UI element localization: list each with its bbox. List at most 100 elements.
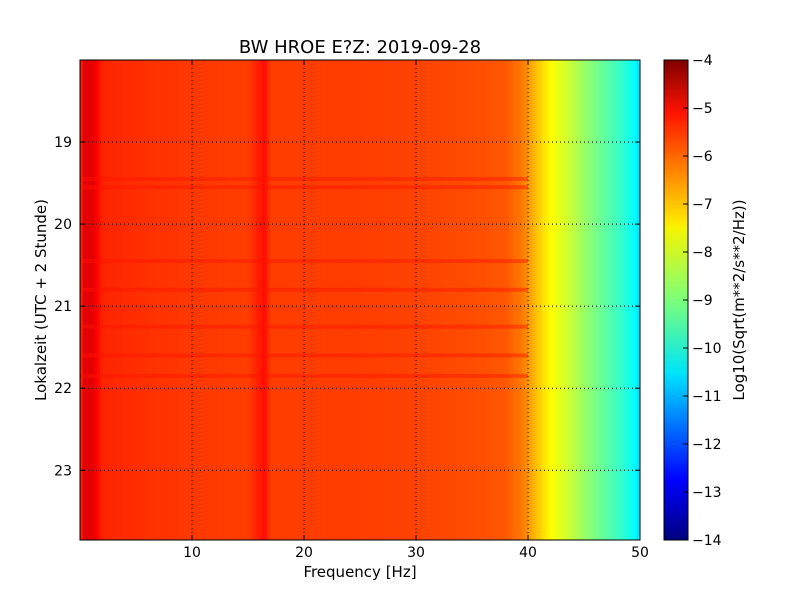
heatmap-column bbox=[357, 60, 361, 540]
colorbar-tick-label: −9 bbox=[692, 293, 713, 309]
heatmap-column bbox=[127, 60, 131, 540]
heatmap-column bbox=[236, 60, 241, 540]
heatmap-column bbox=[295, 60, 299, 540]
colorbar-tick-label: −5 bbox=[692, 101, 713, 117]
heatmap-column bbox=[320, 60, 325, 540]
heatmap-column bbox=[606, 60, 610, 540]
heatmap-column bbox=[150, 60, 154, 540]
heatmap-column bbox=[166, 60, 171, 540]
colorbar-ticks: −4 −5 −6 −7 −8 −9 −10 −11 −12 −13 −14 bbox=[683, 53, 722, 549]
heatmap-column bbox=[609, 60, 613, 540]
heatmap-column bbox=[264, 60, 269, 540]
heatmap-column bbox=[180, 60, 185, 540]
heatmap-column bbox=[80, 60, 84, 540]
heatmap-column bbox=[169, 60, 173, 540]
heatmap-column bbox=[113, 60, 117, 540]
heatmap-column bbox=[614, 60, 619, 540]
heatmap-column bbox=[407, 60, 411, 540]
heatmap-column bbox=[253, 60, 257, 540]
y-tick-label: 23 bbox=[54, 463, 72, 479]
heatmap-column bbox=[239, 60, 243, 540]
heatmap-noise-rows bbox=[80, 176, 528, 378]
heatmap-column bbox=[612, 60, 616, 540]
heatmap-column bbox=[413, 60, 417, 540]
heatmap-column bbox=[628, 60, 633, 540]
heatmap-column bbox=[175, 60, 179, 540]
heatmap-column bbox=[136, 60, 140, 540]
heatmap-column bbox=[463, 60, 467, 540]
heatmap-column bbox=[141, 60, 145, 540]
heatmap-noise-row bbox=[80, 353, 528, 358]
heatmap-column bbox=[626, 60, 630, 540]
heatmap-column bbox=[108, 60, 112, 540]
heatmap-column bbox=[460, 60, 465, 540]
heatmap-column bbox=[256, 60, 260, 540]
heatmap-column bbox=[267, 60, 271, 540]
y-axis-label: Lokalzeit (UTC + 2 Stunde) bbox=[32, 199, 50, 401]
heatmap-column bbox=[572, 60, 577, 540]
heatmap-column bbox=[500, 60, 504, 540]
heatmap-column bbox=[393, 60, 397, 540]
heatmap-column bbox=[634, 60, 638, 540]
heatmap-column bbox=[194, 60, 199, 540]
heatmap-column bbox=[424, 60, 428, 540]
colorbar-tick-label: −13 bbox=[692, 485, 722, 501]
heatmap-column bbox=[418, 60, 423, 540]
heatmap-column bbox=[452, 60, 456, 540]
heatmap-column bbox=[474, 60, 479, 540]
heatmap-column bbox=[161, 60, 165, 540]
heatmap-column bbox=[82, 60, 87, 540]
heatmap-column bbox=[488, 60, 493, 540]
heatmap-column bbox=[192, 60, 196, 540]
heatmap-column bbox=[287, 60, 291, 540]
heatmap-column bbox=[547, 60, 551, 540]
y-tick-label: 21 bbox=[54, 299, 72, 315]
heatmap-column bbox=[94, 60, 98, 540]
heatmap-column bbox=[385, 60, 389, 540]
heatmap-column bbox=[438, 60, 442, 540]
heatmap-column bbox=[472, 60, 476, 540]
y-tick-label: 22 bbox=[54, 381, 72, 397]
heatmap-column bbox=[211, 60, 215, 540]
heatmap-column bbox=[564, 60, 568, 540]
heatmap-column bbox=[158, 60, 162, 540]
heatmap-column bbox=[533, 60, 537, 540]
heatmap-column bbox=[88, 60, 92, 540]
heatmap-column bbox=[99, 60, 103, 540]
heatmap-noise-row bbox=[80, 324, 528, 329]
heatmap-column bbox=[388, 60, 392, 540]
heatmap-column bbox=[620, 60, 624, 540]
heatmap-column bbox=[262, 60, 266, 540]
heatmap-column bbox=[542, 60, 546, 540]
heatmap-column bbox=[581, 60, 585, 540]
heatmap-column bbox=[91, 60, 95, 540]
heatmap-column bbox=[152, 60, 157, 540]
y-axis: 19 20 21 22 23 bbox=[54, 135, 640, 479]
heatmap-column bbox=[259, 60, 263, 540]
heatmap-column bbox=[301, 60, 305, 540]
heatmap-column bbox=[105, 60, 109, 540]
heatmap-column bbox=[435, 60, 439, 540]
heatmap-columns bbox=[80, 60, 640, 540]
heatmap-column bbox=[85, 60, 89, 540]
heatmap-column bbox=[102, 60, 106, 540]
heatmap-column bbox=[334, 60, 339, 540]
heatmap-column bbox=[116, 60, 120, 540]
heatmap-column bbox=[189, 60, 193, 540]
heatmap-column bbox=[505, 60, 509, 540]
heatmap-column bbox=[329, 60, 333, 540]
heatmap-column bbox=[402, 60, 406, 540]
heatmap-column bbox=[354, 60, 358, 540]
x-tick-label: 10 bbox=[183, 545, 201, 561]
heatmap-column bbox=[365, 60, 369, 540]
heatmap-column bbox=[427, 60, 431, 540]
heatmap-column bbox=[228, 60, 232, 540]
heatmap-column bbox=[390, 60, 395, 540]
grid-lines bbox=[80, 60, 640, 540]
colorbar-tick-label: −14 bbox=[692, 533, 722, 549]
x-tick-label: 40 bbox=[519, 545, 537, 561]
heatmap-column bbox=[245, 60, 249, 540]
heatmap-column bbox=[586, 60, 591, 540]
x-axis-label: Frequency [Hz] bbox=[303, 563, 416, 581]
heatmap-column bbox=[444, 60, 448, 540]
